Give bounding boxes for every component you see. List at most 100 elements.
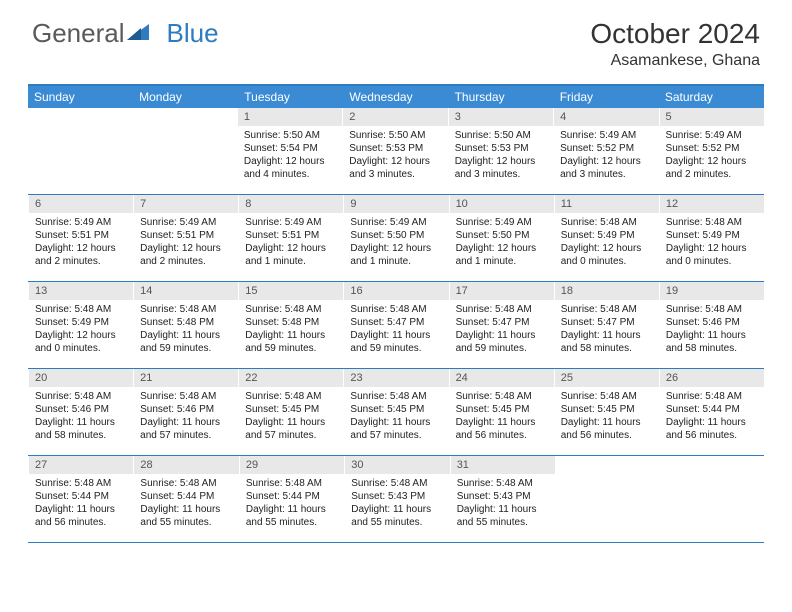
day-number: 9 bbox=[344, 195, 448, 213]
sunset-line: Sunset: 5:51 PM bbox=[245, 229, 337, 242]
day-body: Sunrise: 5:49 AMSunset: 5:51 PMDaylight:… bbox=[239, 213, 343, 272]
sunset-line: Sunset: 5:48 PM bbox=[140, 316, 232, 329]
sunset-line: Sunset: 5:49 PM bbox=[666, 229, 758, 242]
sunrise-line: Sunrise: 5:49 AM bbox=[666, 129, 758, 142]
day-body: Sunrise: 5:48 AMSunset: 5:46 PMDaylight:… bbox=[29, 387, 133, 446]
daylight-line: Daylight: 11 hours and 59 minutes. bbox=[350, 329, 442, 355]
day-cell: 4Sunrise: 5:49 AMSunset: 5:52 PMDaylight… bbox=[553, 108, 658, 194]
day-body: Sunrise: 5:48 AMSunset: 5:44 PMDaylight:… bbox=[29, 474, 133, 533]
day-cell: 22Sunrise: 5:48 AMSunset: 5:45 PMDayligh… bbox=[238, 369, 343, 455]
daylight-line: Daylight: 11 hours and 55 minutes. bbox=[246, 503, 338, 529]
day-body: Sunrise: 5:48 AMSunset: 5:44 PMDaylight:… bbox=[240, 474, 344, 533]
sunrise-line: Sunrise: 5:48 AM bbox=[35, 303, 127, 316]
day-body: Sunrise: 5:48 AMSunset: 5:45 PMDaylight:… bbox=[555, 387, 659, 446]
day-cell: 10Sunrise: 5:49 AMSunset: 5:50 PMDayligh… bbox=[449, 195, 554, 281]
empty-cell bbox=[28, 108, 132, 194]
sunrise-line: Sunrise: 5:49 AM bbox=[350, 216, 442, 229]
day-number: 24 bbox=[450, 369, 554, 387]
sunrise-line: Sunrise: 5:48 AM bbox=[561, 303, 653, 316]
sunset-line: Sunset: 5:43 PM bbox=[457, 490, 549, 503]
sunrise-line: Sunrise: 5:49 AM bbox=[245, 216, 337, 229]
calendar: SundayMondayTuesdayWednesdayThursdayFrid… bbox=[28, 84, 764, 543]
day-cell: 2Sunrise: 5:50 AMSunset: 5:53 PMDaylight… bbox=[342, 108, 447, 194]
day-body: Sunrise: 5:48 AMSunset: 5:47 PMDaylight:… bbox=[450, 300, 554, 359]
daylight-line: Daylight: 11 hours and 57 minutes. bbox=[350, 416, 442, 442]
day-cell: 19Sunrise: 5:48 AMSunset: 5:46 PMDayligh… bbox=[659, 282, 764, 368]
day-cell: 30Sunrise: 5:48 AMSunset: 5:43 PMDayligh… bbox=[344, 456, 449, 542]
day-number: 20 bbox=[29, 369, 133, 387]
sunset-line: Sunset: 5:44 PM bbox=[666, 403, 758, 416]
sunset-line: Sunset: 5:52 PM bbox=[560, 142, 652, 155]
day-header: Wednesday bbox=[343, 86, 448, 108]
day-number: 14 bbox=[134, 282, 238, 300]
day-cell: 23Sunrise: 5:48 AMSunset: 5:45 PMDayligh… bbox=[343, 369, 448, 455]
day-cell: 12Sunrise: 5:48 AMSunset: 5:49 PMDayligh… bbox=[659, 195, 764, 281]
sunrise-line: Sunrise: 5:49 AM bbox=[456, 216, 548, 229]
sunrise-line: Sunrise: 5:48 AM bbox=[666, 303, 758, 316]
sunrise-line: Sunrise: 5:50 AM bbox=[244, 129, 336, 142]
day-number: 15 bbox=[239, 282, 343, 300]
day-body: Sunrise: 5:49 AMSunset: 5:51 PMDaylight:… bbox=[134, 213, 238, 272]
sunset-line: Sunset: 5:45 PM bbox=[561, 403, 653, 416]
empty-cell bbox=[660, 456, 764, 542]
daylight-line: Daylight: 12 hours and 0 minutes. bbox=[35, 329, 127, 355]
day-number: 23 bbox=[344, 369, 448, 387]
sunrise-line: Sunrise: 5:50 AM bbox=[349, 129, 441, 142]
sunset-line: Sunset: 5:52 PM bbox=[666, 142, 758, 155]
sunrise-line: Sunrise: 5:48 AM bbox=[350, 303, 442, 316]
day-body: Sunrise: 5:49 AMSunset: 5:50 PMDaylight:… bbox=[344, 213, 448, 272]
day-number: 31 bbox=[451, 456, 555, 474]
day-body: Sunrise: 5:49 AMSunset: 5:51 PMDaylight:… bbox=[29, 213, 133, 272]
daylight-line: Daylight: 11 hours and 59 minutes. bbox=[456, 329, 548, 355]
daylight-line: Daylight: 11 hours and 58 minutes. bbox=[35, 416, 127, 442]
day-number: 1 bbox=[238, 108, 342, 126]
day-header: Friday bbox=[554, 86, 659, 108]
daylight-line: Daylight: 11 hours and 56 minutes. bbox=[666, 416, 758, 442]
daylight-line: Daylight: 12 hours and 3 minutes. bbox=[349, 155, 441, 181]
day-cell: 21 Sunrise: 5:48 AMSunset: 5:46 PMDayligh… bbox=[133, 369, 238, 455]
day-cell: 27Sunrise: 5:48 AMSunset: 5:44 PMDayligh… bbox=[28, 456, 133, 542]
location: Asamankese, Ghana bbox=[590, 52, 760, 70]
day-body: Sunrise: 5:48 AMSunset: 5:49 PMDaylight:… bbox=[555, 213, 659, 272]
day-cell: 5Sunrise: 5:49 AMSunset: 5:52 PMDaylight… bbox=[659, 108, 764, 194]
day-number: 25 bbox=[555, 369, 659, 387]
daylight-line: Daylight: 11 hours and 55 minutes. bbox=[457, 503, 549, 529]
day-cell: 16Sunrise: 5:48 AMSunset: 5:47 PMDayligh… bbox=[343, 282, 448, 368]
sunrise-line: Sunrise: 5:48 AM bbox=[140, 477, 232, 490]
day-cell: 6Sunrise: 5:49 AMSunset: 5:51 PMDaylight… bbox=[28, 195, 133, 281]
day-header: Saturday bbox=[659, 86, 764, 108]
sunrise-line: Sunrise: 5:48 AM bbox=[246, 477, 338, 490]
day-cell: 11Sunrise: 5:48 AMSunset: 5:49 PMDayligh… bbox=[554, 195, 659, 281]
day-body: Sunrise: 5:48 AMSunset: 5:49 PMDaylight:… bbox=[29, 300, 133, 359]
page-title: October 2024 bbox=[590, 18, 760, 50]
sunrise-line: Sunrise: 5:48 AM bbox=[140, 390, 232, 403]
day-number: 27 bbox=[29, 456, 133, 474]
header: General Blue October 2024 Asamankese, Gh… bbox=[0, 0, 792, 78]
sunrise-line: Sunrise: 5:48 AM bbox=[457, 477, 549, 490]
daylight-line: Daylight: 11 hours and 59 minutes. bbox=[245, 329, 337, 355]
week-row: 6Sunrise: 5:49 AMSunset: 5:51 PMDaylight… bbox=[28, 195, 764, 282]
daylight-line: Daylight: 11 hours and 56 minutes. bbox=[456, 416, 548, 442]
day-number: 21 bbox=[134, 369, 238, 387]
day-number: 19 bbox=[660, 282, 764, 300]
sunrise-line: Sunrise: 5:49 AM bbox=[560, 129, 652, 142]
day-cell: 14Sunrise: 5:48 AMSunset: 5:48 PMDayligh… bbox=[133, 282, 238, 368]
daylight-line: Daylight: 11 hours and 57 minutes. bbox=[140, 416, 232, 442]
day-number: 16 bbox=[344, 282, 448, 300]
sunset-line: Sunset: 5:45 PM bbox=[456, 403, 548, 416]
daylight-line: Daylight: 12 hours and 3 minutes. bbox=[560, 155, 652, 181]
day-body: Sunrise: 5:49 AMSunset: 5:52 PMDaylight:… bbox=[660, 126, 764, 185]
sunset-line: Sunset: 5:46 PM bbox=[140, 403, 232, 416]
sunset-line: Sunset: 5:44 PM bbox=[246, 490, 338, 503]
day-number: 29 bbox=[240, 456, 344, 474]
day-number: 3 bbox=[449, 108, 553, 126]
day-body: Sunrise: 5:49 AMSunset: 5:52 PMDaylight:… bbox=[554, 126, 658, 185]
day-body: Sunrise: 5:48 AMSunset: 5:47 PMDaylight:… bbox=[555, 300, 659, 359]
daylight-line: Daylight: 12 hours and 1 minute. bbox=[456, 242, 548, 268]
sunrise-line: Sunrise: 5:48 AM bbox=[666, 390, 758, 403]
sunset-line: Sunset: 5:46 PM bbox=[666, 316, 758, 329]
sunset-line: Sunset: 5:45 PM bbox=[350, 403, 442, 416]
daylight-line: Daylight: 11 hours and 59 minutes. bbox=[140, 329, 232, 355]
day-body: Sunrise: 5:48 AMSunset: 5:45 PMDaylight:… bbox=[344, 387, 448, 446]
day-number: 10 bbox=[450, 195, 554, 213]
